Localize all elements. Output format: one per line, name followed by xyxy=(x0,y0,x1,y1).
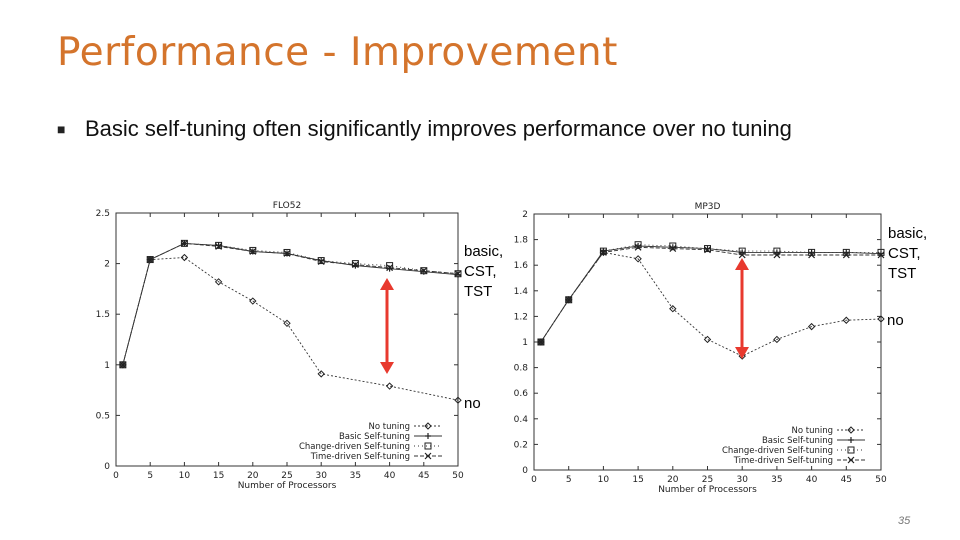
annotation-line: TST xyxy=(888,264,927,284)
legend-label: Time-driven Self-tuning xyxy=(310,452,410,462)
y-tick-label: 2.5 xyxy=(96,209,110,219)
annotation-chart1-lower: no xyxy=(464,394,481,414)
y-tick-label: 0.5 xyxy=(96,411,110,421)
x-tick-label: 15 xyxy=(632,475,643,485)
x-axis-label: Number of Processors xyxy=(238,481,337,491)
y-tick-label: 1.4 xyxy=(514,287,529,297)
chart-title: MP3D xyxy=(695,202,721,212)
y-tick-label: 1.2 xyxy=(514,312,528,322)
annotation-line: TST xyxy=(464,282,503,302)
legend-label: No tuning xyxy=(791,426,833,436)
x-tick-label: 35 xyxy=(771,475,782,485)
y-tick-label: 0.8 xyxy=(514,364,529,374)
y-tick-label: 1.8 xyxy=(514,236,529,246)
y-tick-label: 2 xyxy=(522,210,528,220)
annotation-line: basic, xyxy=(464,242,503,262)
y-tick-label: 1 xyxy=(522,338,528,348)
annotation-chart2-lower: no xyxy=(887,311,904,331)
annotation-line: CST, xyxy=(464,262,503,282)
chart-title: FLO52 xyxy=(273,201,301,211)
annotation-line: CST, xyxy=(888,244,927,264)
x-tick-label: 20 xyxy=(247,471,259,481)
bullet-square-icon: ■ xyxy=(57,112,65,146)
x-axis-label: Number of Processors xyxy=(658,485,757,495)
legend-label: Change-driven Self-tuning xyxy=(722,446,833,456)
y-tick-label: 1.6 xyxy=(514,261,529,271)
x-tick-label: 0 xyxy=(531,475,537,485)
y-tick-label: 2 xyxy=(104,260,110,270)
legend-label: No tuning xyxy=(368,422,410,432)
y-tick-label: 1 xyxy=(104,361,110,371)
legend-label: Time-driven Self-tuning xyxy=(733,456,833,466)
x-tick-label: 15 xyxy=(213,471,224,481)
y-tick-label: 0.4 xyxy=(514,415,529,425)
x-tick-label: 20 xyxy=(667,475,679,485)
legend-label: Change-driven Self-tuning xyxy=(299,442,410,452)
x-tick-label: 25 xyxy=(281,471,292,481)
bullet-item: ■ Basic self-tuning often significantly … xyxy=(57,112,857,146)
x-tick-label: 25 xyxy=(702,475,713,485)
slide-title: Performance - Improvement xyxy=(57,30,618,75)
x-tick-label: 40 xyxy=(806,475,818,485)
chart-flo52: FLO52 0 0.5 1 1.5 2 2.5 0 5 10 15 20 25 30 35 40 45 50 Num… xyxy=(86,196,464,496)
x-tick-label: 30 xyxy=(736,475,748,485)
x-tick-label: 35 xyxy=(350,471,361,481)
y-tick-label: 0 xyxy=(522,466,528,476)
x-tick-label: 10 xyxy=(598,475,610,485)
x-tick-label: 50 xyxy=(875,475,887,485)
annotation-chart1-upper: basic, CST, TST xyxy=(464,242,503,302)
x-tick-label: 0 xyxy=(113,471,119,481)
y-tick-label: 0 xyxy=(104,462,110,472)
x-tick-label: 40 xyxy=(384,471,396,481)
x-tick-label: 5 xyxy=(566,475,572,485)
x-tick-label: 5 xyxy=(147,471,153,481)
annotation-line: basic, xyxy=(888,224,927,244)
y-tick-label: 0.2 xyxy=(514,440,528,450)
x-tick-label: 45 xyxy=(418,471,429,481)
page-number: 35 xyxy=(898,515,910,527)
x-tick-label: 50 xyxy=(452,471,464,481)
legend-label: Basic Self-tuning xyxy=(339,432,410,442)
y-tick-label: 0.6 xyxy=(514,389,529,399)
x-tick-label: 45 xyxy=(841,475,852,485)
x-tick-label: 10 xyxy=(179,471,191,481)
legend-label: Basic Self-tuning xyxy=(762,436,833,446)
x-tick-label: 30 xyxy=(315,471,327,481)
annotation-chart2-upper: basic, CST, TST xyxy=(888,224,927,284)
bullet-text: Basic self-tuning often significantly im… xyxy=(57,112,857,146)
y-tick-label: 1.5 xyxy=(96,310,110,320)
